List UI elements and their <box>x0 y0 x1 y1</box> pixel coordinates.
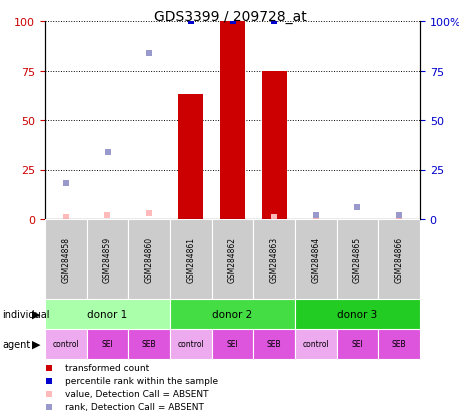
Text: GSM284862: GSM284862 <box>228 236 236 282</box>
Bar <box>211 329 253 359</box>
Text: transformed count: transformed count <box>65 363 149 372</box>
Text: control: control <box>177 339 204 349</box>
Text: value, Detection Call = ABSENT: value, Detection Call = ABSENT <box>65 389 208 398</box>
Bar <box>253 329 294 359</box>
Bar <box>294 299 419 329</box>
Bar <box>261 71 286 219</box>
Text: GSM284866: GSM284866 <box>394 236 403 282</box>
Text: control: control <box>52 339 79 349</box>
Text: GSM284861: GSM284861 <box>186 236 195 282</box>
Bar <box>170 329 211 359</box>
Text: GSM284858: GSM284858 <box>61 236 70 282</box>
Text: GSM284863: GSM284863 <box>269 236 278 282</box>
Bar <box>377 329 419 359</box>
Text: donor 3: donor 3 <box>336 309 377 319</box>
Text: SEI: SEI <box>101 339 113 349</box>
Text: agent: agent <box>2 339 30 349</box>
Text: GDS3399 / 209728_at: GDS3399 / 209728_at <box>153 10 306 24</box>
Text: GSM284865: GSM284865 <box>352 236 361 282</box>
Bar <box>377 219 419 299</box>
Bar <box>45 329 86 359</box>
Bar <box>294 219 336 299</box>
Text: SEI: SEI <box>351 339 363 349</box>
Text: SEB: SEB <box>266 339 281 349</box>
Text: donor 1: donor 1 <box>87 309 127 319</box>
Text: ▶: ▶ <box>32 309 40 319</box>
Bar <box>45 219 86 299</box>
Bar <box>336 219 377 299</box>
Bar <box>128 329 170 359</box>
Text: percentile rank within the sample: percentile rank within the sample <box>65 376 218 385</box>
Text: GSM284859: GSM284859 <box>103 236 112 282</box>
Text: rank, Detection Call = ABSENT: rank, Detection Call = ABSENT <box>65 402 204 411</box>
Text: donor 2: donor 2 <box>212 309 252 319</box>
Bar <box>45 299 170 329</box>
Bar <box>170 299 294 329</box>
Text: SEI: SEI <box>226 339 238 349</box>
Bar <box>211 219 253 299</box>
Text: SEB: SEB <box>141 339 156 349</box>
Bar <box>170 219 211 299</box>
Bar <box>294 329 336 359</box>
Bar <box>253 219 294 299</box>
Bar <box>178 95 203 219</box>
Text: ▶: ▶ <box>32 339 40 349</box>
Text: GSM284864: GSM284864 <box>311 236 319 282</box>
Bar <box>128 219 170 299</box>
Text: SEB: SEB <box>391 339 406 349</box>
Text: individual: individual <box>2 309 50 319</box>
Text: GSM284860: GSM284860 <box>144 236 153 282</box>
Bar <box>86 329 128 359</box>
Bar <box>219 22 245 219</box>
Bar <box>336 329 377 359</box>
Bar <box>86 219 128 299</box>
Text: control: control <box>302 339 329 349</box>
